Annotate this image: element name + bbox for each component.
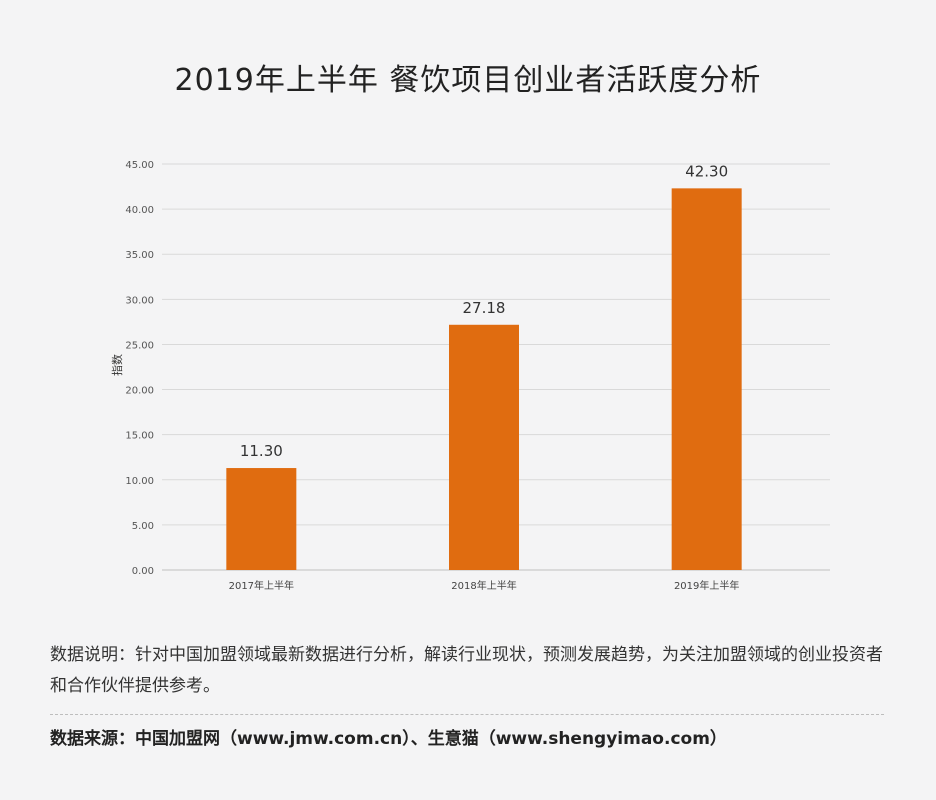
y-tick-label: 5.00 <box>132 521 154 532</box>
y-axis-ticks: 0.00 5.00 10.00 15.00 20.00 25.00 30.00 35.00 40… <box>125 160 154 577</box>
y-tick-label: 25.00 <box>125 340 154 351</box>
data-note: 数据说明：针对中国加盟领域最新数据进行分析，解读行业现状，预测发展趋势，为关注加… <box>50 645 883 696</box>
chart-title: 2019年上半年 餐饮项目创业者活跃度分析 <box>174 63 762 98</box>
data-label: 42.30 <box>685 162 728 180</box>
data-labels: 11.30 27.18 42.30 <box>240 162 728 460</box>
divider <box>50 714 884 715</box>
data-label: 11.30 <box>240 442 283 460</box>
y-tick-label: 40.00 <box>125 205 154 216</box>
y-tick-label: 35.00 <box>125 250 154 261</box>
bar-chart: 0.00 5.00 10.00 15.00 20.00 25.00 30.00 35.00 40… <box>125 160 830 592</box>
y-tick-label: 20.00 <box>125 386 154 397</box>
data-label: 27.18 <box>463 299 506 317</box>
y-tick-label: 45.00 <box>125 160 154 171</box>
y-axis-title: 指数 <box>111 354 124 376</box>
y-tick-label: 0.00 <box>132 566 154 577</box>
x-tick-label: 2018年上半年 <box>451 579 516 592</box>
bar <box>449 324 519 570</box>
y-tick-label: 30.00 <box>125 295 154 306</box>
data-source: 数据来源：中国加盟网（www.jmw.com.cn）、生意猫（www.sheng… <box>50 729 727 749</box>
y-tick-label: 15.00 <box>125 431 154 442</box>
bar <box>671 188 742 571</box>
bars <box>226 188 742 571</box>
x-tick-label: 2019年上半年 <box>674 579 739 592</box>
x-axis-ticks: 2017年上半年 2018年上半年 2019年上半年 <box>229 579 740 592</box>
bar <box>226 468 297 570</box>
x-tick-label: 2017年上半年 <box>229 579 294 592</box>
y-tick-label: 10.00 <box>125 476 154 487</box>
